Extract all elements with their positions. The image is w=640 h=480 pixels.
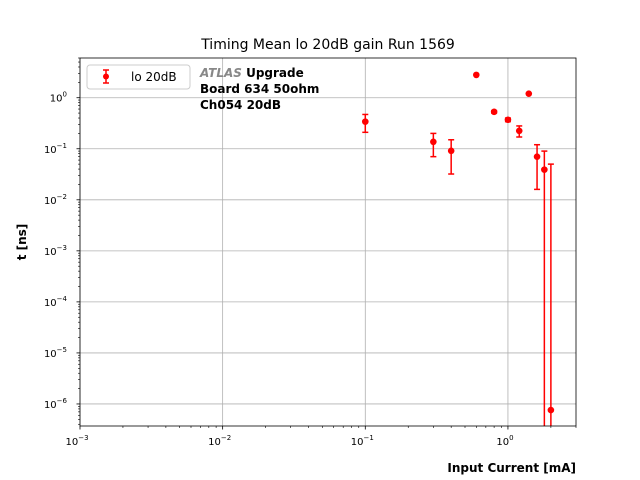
data-marker bbox=[533, 153, 541, 160]
legend-marker bbox=[103, 69, 109, 84]
y-axis-label: t [ns] bbox=[15, 224, 29, 261]
data-point bbox=[430, 132, 437, 158]
ticks: 10−3 10−2 10−1 100 10−6 10−5 10−4 10−3 10−2 10−1 1… bbox=[44, 57, 577, 448]
data-series bbox=[361, 71, 555, 426]
data-point bbox=[525, 90, 533, 97]
annotation-line1: Upgrade bbox=[246, 66, 304, 80]
data-point bbox=[472, 71, 480, 79]
data-point bbox=[547, 163, 555, 426]
y-tick-label: 10−6 bbox=[44, 397, 68, 411]
y-tick-label: 10−1 bbox=[44, 142, 67, 156]
data-point bbox=[504, 116, 512, 124]
data-marker bbox=[490, 108, 498, 116]
x-tick-label: 100 bbox=[496, 434, 513, 448]
data-point bbox=[361, 113, 369, 134]
plot-frame bbox=[79, 57, 577, 427]
data-marker bbox=[504, 116, 512, 124]
annotation-line3: Ch054 20dB bbox=[200, 98, 281, 112]
data-marker bbox=[541, 166, 548, 173]
data-point bbox=[533, 143, 541, 191]
data-marker bbox=[472, 71, 480, 79]
y-tick-label: 100 bbox=[50, 91, 67, 105]
legend-label: lo 20dB bbox=[131, 70, 177, 84]
data-marker bbox=[361, 118, 369, 125]
x-tick-label: 10−3 bbox=[65, 434, 88, 448]
y-tick-label: 10−2 bbox=[44, 193, 67, 207]
annotation: ATLAS Upgrade Board 634 50ohm Ch054 20dB bbox=[199, 66, 319, 112]
data-marker bbox=[515, 127, 523, 135]
grid bbox=[79, 58, 576, 426]
data-marker bbox=[430, 138, 437, 146]
x-tick-label: 10−1 bbox=[351, 434, 374, 448]
legend: lo 20dB bbox=[86, 64, 191, 90]
annotation-atlas: ATLAS bbox=[199, 66, 242, 80]
data-point bbox=[490, 108, 498, 116]
data-marker bbox=[547, 406, 555, 414]
y-tick-label: 10−4 bbox=[44, 295, 68, 309]
data-point bbox=[541, 150, 548, 426]
svg-text:ATLAS Upgrade: ATLAS Upgrade bbox=[199, 66, 304, 80]
data-point bbox=[515, 125, 523, 138]
data-marker bbox=[525, 90, 533, 97]
legend-box bbox=[86, 64, 191, 90]
chart-title: Timing Mean lo 20dB gain Run 1569 bbox=[200, 37, 455, 53]
data-point bbox=[447, 139, 455, 175]
annotation-line2: Board 634 50ohm bbox=[200, 82, 319, 96]
y-tick-label: 10−5 bbox=[44, 346, 67, 360]
y-tick-label: 10−3 bbox=[44, 244, 67, 258]
x-axis-label: Input Current [mA] bbox=[447, 461, 576, 475]
x-tick-label: 10−2 bbox=[208, 434, 231, 448]
data-marker bbox=[447, 147, 455, 155]
